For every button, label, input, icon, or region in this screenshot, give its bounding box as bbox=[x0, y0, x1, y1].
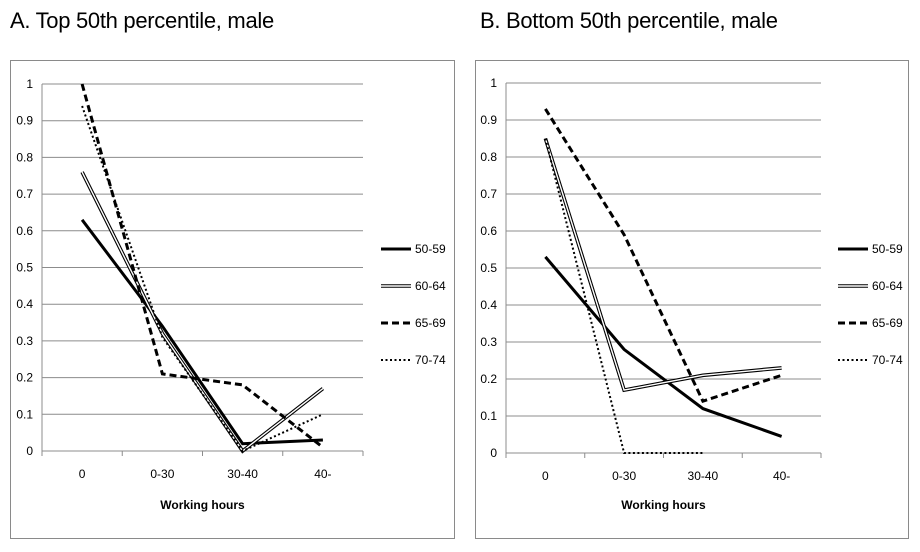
chart-a-gridlines bbox=[42, 83, 363, 452]
chart-b-line-60-64 bbox=[543, 137, 782, 393]
chart-b-y-tick-label: 0.7 bbox=[480, 187, 497, 201]
chart-a-legend-item: 60-64 bbox=[381, 279, 446, 293]
chart-a-legend-label: 60-64 bbox=[415, 279, 446, 293]
chart-b-y-tick-label: 0.5 bbox=[480, 261, 497, 275]
chart-a-y-tick-label: 0.2 bbox=[16, 371, 33, 385]
chart-a-legend-item: 70-74 bbox=[381, 353, 446, 367]
chart-b-y-tick-label: 0 bbox=[490, 446, 497, 460]
chart-a-x-tick-label: 0-30 bbox=[150, 467, 174, 481]
chart-a-y-tick-label: 0.9 bbox=[16, 114, 33, 128]
chart-b-x-tick-label: 30-40 bbox=[688, 469, 719, 483]
chart-b-y-tick-label: 0.3 bbox=[480, 335, 497, 349]
chart-b-legend-label: 60-64 bbox=[872, 279, 903, 293]
chart-b-series-50-59 bbox=[544, 255, 783, 438]
chart-a-title: A. Top 50th percentile, male bbox=[10, 8, 274, 33]
chart-b-line-70-74 bbox=[544, 138, 703, 454]
chart-b-legend-item: 60-64 bbox=[838, 279, 903, 293]
chart-a-series-50-59 bbox=[80, 218, 323, 446]
chart-a-series-70-74 bbox=[81, 105, 324, 453]
chart-a-legend-item: 50-59 bbox=[381, 242, 446, 256]
chart-a-legend-label: 65-69 bbox=[415, 316, 446, 330]
chart-a-legend-item: 65-69 bbox=[381, 316, 446, 330]
chart-a-y-tick-label: 0.5 bbox=[16, 261, 33, 275]
chart-a-y-tick-label: 0.8 bbox=[16, 150, 33, 164]
chart-b-x-tick-label: 0 bbox=[542, 469, 549, 483]
chart-b-y-tick-label: 0.2 bbox=[480, 372, 497, 386]
chart-a-line-60-64 bbox=[81, 171, 324, 453]
chart-a-y-tick-label: 0.7 bbox=[16, 187, 33, 201]
chart-a-x-tick-label: 0 bbox=[79, 467, 86, 481]
chart-b-y-tick-label: 0.4 bbox=[480, 298, 497, 312]
chart-b-x-tick-label: 0-30 bbox=[612, 469, 636, 483]
chart-a-y-tick-label: 0.3 bbox=[16, 334, 33, 348]
chart-a-series-65-69 bbox=[80, 83, 324, 449]
chart-b-series-60-64 bbox=[543, 137, 782, 393]
chart-a: 0 0.1 0.2 0.3 0.4 0.5 0.6 0.7 0.8 0.9 1 0 0-30 30-40 4… bbox=[10, 60, 455, 539]
chart-b-line-60-64 bbox=[544, 138, 782, 391]
chart-b: 0 0.1 0.2 0.3 0.4 0.5 0.6 0.7 0.8 0.9 1 0 0-30 30-40 4… bbox=[475, 60, 909, 539]
chart-b-x-axis-label: Working hours bbox=[621, 498, 706, 512]
chart-a-line-70-74 bbox=[81, 105, 324, 453]
chart-b-legend-item: 50-59 bbox=[838, 242, 903, 256]
chart-b-y-tick-label: 0.8 bbox=[480, 150, 497, 164]
chart-b-y-tick-label: 0.1 bbox=[480, 409, 497, 423]
chart-a-y-tick-label: 0.1 bbox=[16, 407, 33, 421]
chart-a-x-tick-label: 30-40 bbox=[227, 467, 258, 481]
chart-b-line-65-69 bbox=[544, 108, 783, 404]
chart-a-svg: 0 0.1 0.2 0.3 0.4 0.5 0.6 0.7 0.8 0.9 1 0 0-30 30-40 4… bbox=[16, 77, 446, 512]
chart-b-y-tick-label: 1 bbox=[490, 76, 497, 90]
chart-a-y-tick-label: 1 bbox=[26, 77, 33, 91]
chart-b-legend-item: 65-69 bbox=[838, 316, 903, 330]
chart-a-x-tick-label: 40- bbox=[314, 467, 331, 481]
chart-a-line-50-59 bbox=[80, 218, 323, 446]
chart-a-legend-label: 70-74 bbox=[415, 353, 446, 367]
chart-a-x-axis-label: Working hours bbox=[160, 498, 245, 512]
chart-b-y-tick-label: 0.9 bbox=[480, 113, 497, 127]
chart-b-y-tick-label: 0.6 bbox=[480, 224, 497, 238]
chart-a-legend-label: 50-59 bbox=[415, 242, 446, 256]
chart-b-legend-label: 50-59 bbox=[872, 242, 903, 256]
chart-a-y-tick-label: 0.6 bbox=[16, 224, 33, 238]
chart-a-series-60-64 bbox=[80, 171, 325, 454]
chart-b-legend-label: 70-74 bbox=[872, 353, 903, 367]
chart-a-y-tick-label: 0.4 bbox=[16, 297, 33, 311]
chart-a-line-65-69 bbox=[80, 83, 324, 449]
chart-b-legend-item: 70-74 bbox=[838, 353, 903, 367]
chart-b-series-65-69 bbox=[544, 108, 783, 404]
chart-b-line-50-59 bbox=[544, 255, 783, 438]
chart-b-title: B. Bottom 50th percentile, male bbox=[480, 8, 778, 33]
chart-b-legend-label: 65-69 bbox=[872, 316, 903, 330]
chart-b-series-70-74 bbox=[544, 138, 703, 454]
chart-a-y-tick-label: 0 bbox=[26, 444, 33, 458]
chart-b-svg: 0 0.1 0.2 0.3 0.4 0.5 0.6 0.7 0.8 0.9 1 0 0-30 30-40 4… bbox=[480, 76, 903, 512]
chart-b-x-tick-label: 40- bbox=[773, 469, 790, 483]
